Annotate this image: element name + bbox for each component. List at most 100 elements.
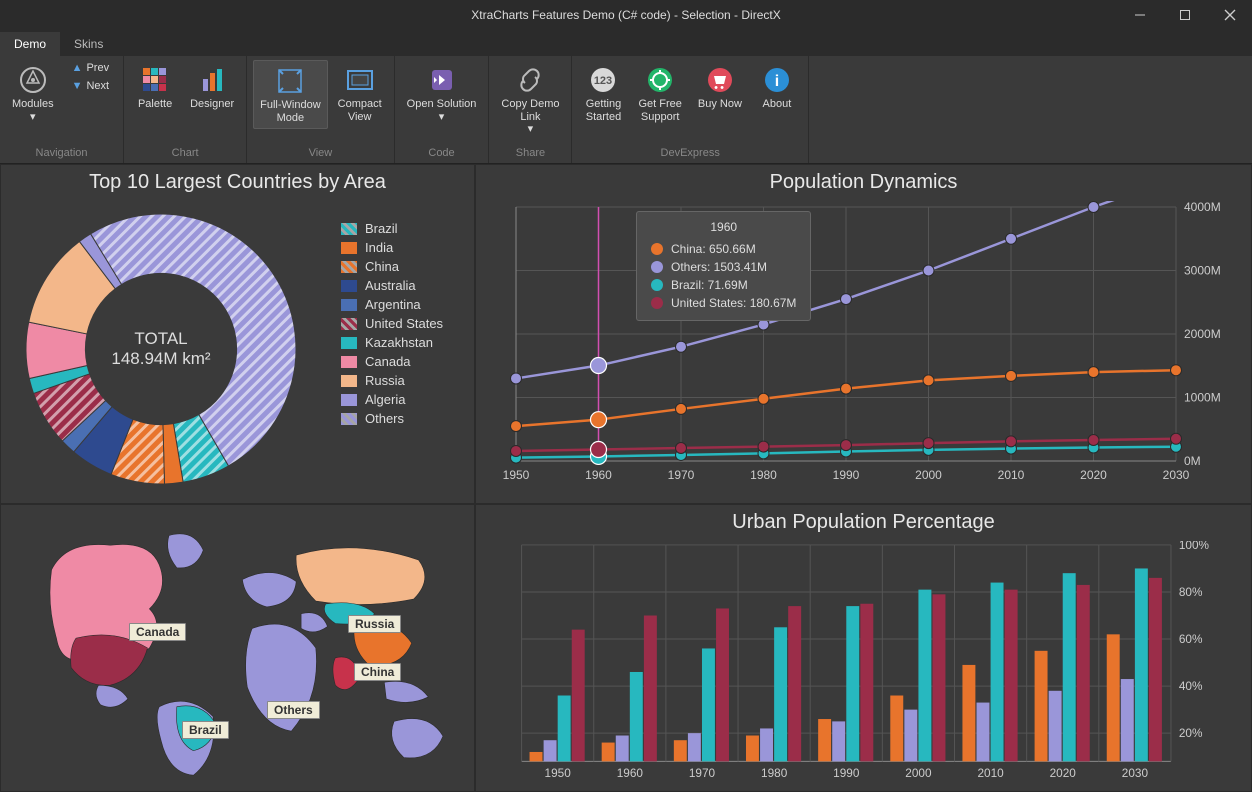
map-label-brazil[interactable]: Brazil: [182, 721, 229, 739]
window-controls: [1117, 0, 1252, 30]
about-button[interactable]: iAbout: [752, 60, 802, 115]
ribbon-group-label: Share: [495, 145, 565, 163]
modules-button[interactable]: Modules ▾: [6, 60, 60, 127]
legend-item[interactable]: Russia: [341, 373, 443, 388]
legend-label: India: [365, 240, 393, 255]
svg-text:2030: 2030: [1122, 766, 1149, 780]
legend-item[interactable]: United States: [341, 316, 443, 331]
next-button[interactable]: ▼Next: [68, 78, 114, 94]
ribbon-group-label: DevExpress: [578, 145, 801, 163]
svg-text:2000: 2000: [905, 766, 932, 780]
svg-text:i: i: [775, 73, 779, 90]
legend-label: Algeria: [365, 392, 405, 407]
legend-item[interactable]: Others: [341, 411, 443, 426]
svg-text:40%: 40%: [1179, 679, 1203, 693]
svg-text:60%: 60%: [1179, 632, 1203, 646]
bar-panel: Urban Population Percentage 20% 40% 60% 80%…: [475, 504, 1252, 792]
tooltip-row: China: 650.66M: [651, 240, 796, 258]
svg-text:2010: 2010: [977, 766, 1004, 780]
legend-label: China: [365, 259, 399, 274]
legend-label: Others: [365, 411, 404, 426]
svg-text:1950: 1950: [503, 468, 530, 482]
ribbon-group-devexpress: 123Getting StartedGet Free SupportBuy No…: [572, 56, 808, 163]
window-title: XtraCharts Features Demo (C# code) - Sel…: [0, 8, 1252, 22]
svg-text:1970: 1970: [668, 468, 695, 482]
legend-item[interactable]: China: [341, 259, 443, 274]
ribbon-group-label: Chart: [130, 145, 240, 163]
buynow-button[interactable]: Buy Now: [692, 60, 748, 115]
tab-skins[interactable]: Skins: [60, 32, 117, 56]
svg-text:80%: 80%: [1179, 585, 1203, 599]
map-label-russia[interactable]: Russia: [348, 615, 401, 633]
donut-title: Top 10 Largest Countries by Area: [1, 165, 474, 198]
bar-title: Urban Population Percentage: [476, 505, 1251, 538]
line-title: Population Dynamics: [476, 165, 1251, 198]
ribbon-group-label: Navigation: [6, 145, 117, 163]
map-label-china[interactable]: China: [354, 663, 401, 681]
legend-item[interactable]: India: [341, 240, 443, 255]
svg-text:100%: 100%: [1179, 541, 1210, 552]
svg-text:123: 123: [594, 75, 612, 87]
tabstrip: DemoSkins: [0, 30, 1252, 56]
ribbon-group-label: View: [253, 145, 388, 163]
maximize-button[interactable]: [1162, 0, 1207, 30]
compact-button[interactable]: Compact View: [332, 60, 388, 127]
ribbon: Modules ▾ ▲Prev ▼Next Navigation PaletteDesi…: [0, 56, 1252, 164]
legend-label: Russia: [365, 373, 405, 388]
ribbon-group-code: Open Solution ▾ Code: [395, 56, 490, 163]
map-panel: Canada Russia China Others Brazil: [0, 504, 475, 792]
legend-item[interactable]: Kazakhstan: [341, 335, 443, 350]
world-map[interactable]: Canada Russia China Others Brazil: [21, 511, 454, 785]
svg-text:1970: 1970: [689, 766, 716, 780]
designer-button[interactable]: Designer: [184, 60, 240, 115]
tab-demo[interactable]: Demo: [0, 32, 60, 56]
fullwindow-button[interactable]: Full-Window Mode: [253, 60, 328, 129]
getstarted-button[interactable]: 123Getting Started: [578, 60, 628, 127]
svg-text:4000M: 4000M: [1184, 201, 1221, 214]
prev-button[interactable]: ▲Prev: [68, 60, 114, 76]
getsupport-button[interactable]: Get Free Support: [632, 60, 687, 127]
legend-item[interactable]: Brazil: [341, 221, 443, 236]
svg-text:1980: 1980: [761, 766, 788, 780]
legend-label: Brazil: [365, 221, 398, 236]
ribbon-group-chart: PaletteDesigner Chart: [124, 56, 247, 163]
ribbon-group-share: Copy Demo Link ▾ Share: [489, 56, 572, 163]
line-panel: Population Dynamics 0M 1000M 2000M 3000M 400…: [475, 164, 1252, 504]
minimize-button[interactable]: [1117, 0, 1162, 30]
map-label-canada[interactable]: Canada: [129, 623, 186, 641]
svg-text:1960: 1960: [617, 766, 644, 780]
legend-label: United States: [365, 316, 443, 331]
svg-text:2000: 2000: [915, 468, 942, 482]
legend-label: Australia: [365, 278, 416, 293]
svg-text:1000M: 1000M: [1184, 391, 1221, 405]
titlebar: XtraCharts Features Demo (C# code) - Sel…: [0, 0, 1252, 30]
svg-text:2030: 2030: [1163, 468, 1190, 482]
svg-text:1950: 1950: [545, 766, 572, 780]
donut-legend: Brazil India China Australia Argentina United…: [341, 221, 443, 426]
legend-item[interactable]: Canada: [341, 354, 443, 369]
palette-button[interactable]: Palette: [130, 60, 180, 115]
copylink-button[interactable]: Copy Demo Link ▾: [495, 60, 565, 140]
donut-panel: Top 10 Largest Countries by Area TOTAL 1…: [0, 164, 475, 504]
ribbon-group-label: Code: [401, 145, 483, 163]
close-button[interactable]: [1207, 0, 1252, 30]
svg-text:2020: 2020: [1080, 468, 1107, 482]
chart-tooltip: 1960China: 650.66MOthers: 1503.41MBrazil…: [636, 211, 811, 321]
tooltip-row: Others: 1503.41M: [651, 258, 796, 276]
map-label-others[interactable]: Others: [267, 701, 320, 719]
tooltip-row: United States: 180.67M: [651, 294, 796, 312]
svg-text:2020: 2020: [1050, 766, 1077, 780]
opensolution-button[interactable]: Open Solution ▾: [401, 60, 483, 127]
svg-text:20%: 20%: [1179, 726, 1203, 740]
legend-item[interactable]: Algeria: [341, 392, 443, 407]
svg-text:3000M: 3000M: [1184, 264, 1221, 278]
legend-item[interactable]: Argentina: [341, 297, 443, 312]
line-chart[interactable]: 0M1000M2000M3000M4000M195019601970198019…: [496, 201, 1231, 491]
dashboard: Top 10 Largest Countries by Area TOTAL 1…: [0, 164, 1252, 792]
svg-text:0M: 0M: [1184, 454, 1201, 468]
donut-chart[interactable]: [21, 209, 301, 492]
bar-chart[interactable]: 20%40%60%80%100%195019601970198019902000…: [496, 541, 1231, 785]
svg-text:1990: 1990: [833, 468, 860, 482]
svg-text:2000M: 2000M: [1184, 327, 1221, 341]
legend-item[interactable]: Australia: [341, 278, 443, 293]
